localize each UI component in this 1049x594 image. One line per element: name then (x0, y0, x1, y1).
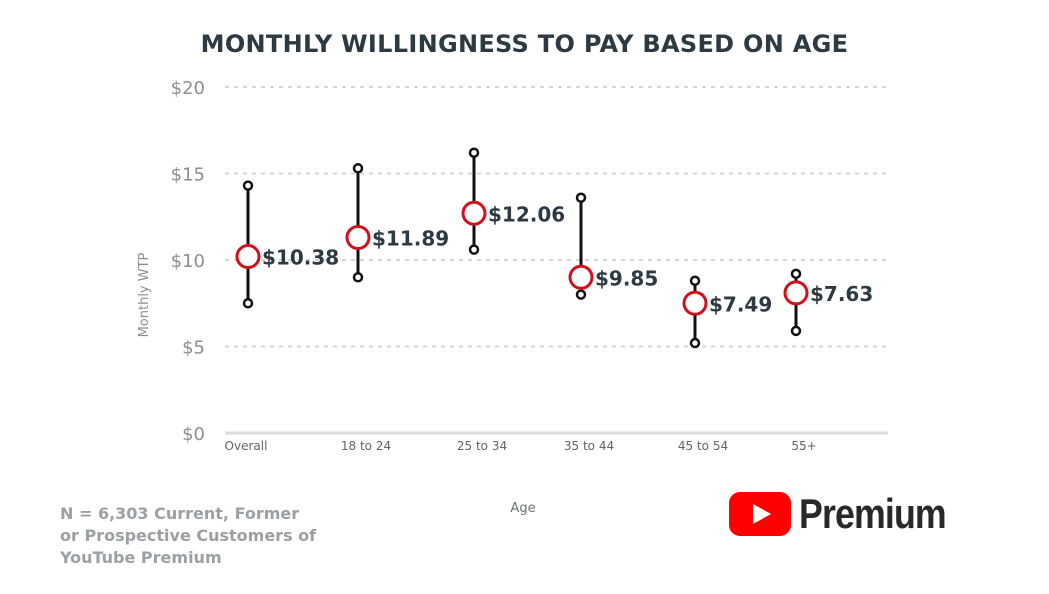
low-marker (575, 289, 587, 300)
y-tick-label: $5 (182, 338, 205, 359)
low-marker (790, 325, 802, 337)
y-axis-label: Monthly WTP (137, 252, 152, 337)
footnote: N = 6,303 Current, Former or Prospective… (60, 504, 317, 567)
low-marker (242, 298, 254, 309)
y-tick-label: $10 (171, 251, 205, 272)
value-marker (783, 280, 809, 306)
high-marker (468, 147, 480, 158)
data-label: $9.85 (595, 266, 658, 290)
x-tick-label: 25 to 34 (457, 439, 507, 453)
value-marker (568, 264, 594, 290)
high-marker (352, 163, 364, 174)
y-tick-label: $20 (171, 78, 205, 99)
youtube-premium-logo: Premium (729, 490, 972, 538)
value-marker (345, 225, 371, 251)
x-tick-label: 45 to 54 (678, 439, 728, 453)
data-label: $12.06 (488, 202, 565, 226)
data-label: $7.63 (810, 282, 873, 306)
logo-text: Premium (799, 490, 947, 537)
x-tick-label: 35 to 44 (564, 439, 614, 453)
y-tick-label: $0 (182, 424, 205, 445)
x-tick-label: Overall (225, 439, 268, 453)
high-marker (575, 192, 587, 203)
x-axis-label: Age (510, 501, 535, 516)
data-label: $11.89 (372, 227, 449, 251)
value-marker (461, 200, 487, 226)
data-label: $10.38 (262, 246, 339, 270)
low-marker (468, 244, 480, 255)
value-marker (235, 244, 261, 270)
value-marker (682, 290, 708, 316)
high-marker (790, 268, 802, 280)
y-tick-label: $15 (171, 165, 205, 186)
data-label: $7.49 (709, 292, 772, 316)
low-marker (352, 272, 364, 283)
youtube-play-icon (729, 492, 791, 536)
high-marker (689, 275, 701, 287)
chart-title: MONTHLY WILLINGNESS TO PAY BASED ON AGE (200, 30, 849, 58)
high-marker (242, 180, 254, 191)
low-marker (689, 337, 701, 349)
x-tick-label: 18 to 24 (341, 439, 391, 453)
x-tick-label: 55+ (791, 439, 816, 453)
